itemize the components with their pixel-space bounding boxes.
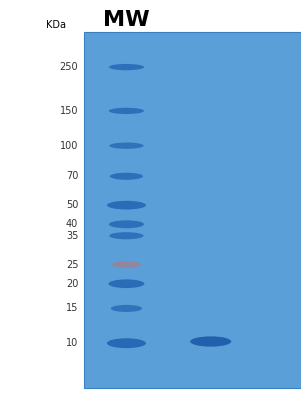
Text: 20: 20 (66, 279, 78, 289)
Ellipse shape (110, 173, 143, 180)
Text: KDa: KDa (46, 20, 66, 30)
Ellipse shape (109, 64, 144, 70)
Ellipse shape (112, 261, 141, 268)
Ellipse shape (109, 232, 144, 239)
FancyBboxPatch shape (84, 32, 301, 388)
Ellipse shape (109, 108, 144, 114)
Text: 150: 150 (60, 106, 78, 116)
Text: 15: 15 (66, 303, 78, 313)
Ellipse shape (109, 220, 144, 228)
Ellipse shape (190, 336, 231, 346)
Ellipse shape (107, 338, 146, 348)
Text: 70: 70 (66, 171, 78, 181)
Text: 250: 250 (60, 62, 78, 72)
Text: 35: 35 (66, 231, 78, 241)
Ellipse shape (111, 305, 142, 312)
Text: 50: 50 (66, 200, 78, 210)
Text: 10: 10 (66, 338, 78, 348)
Ellipse shape (109, 143, 144, 149)
Text: 25: 25 (66, 260, 78, 270)
Ellipse shape (108, 280, 144, 288)
Text: 100: 100 (60, 141, 78, 151)
Text: 40: 40 (66, 219, 78, 229)
Text: MW: MW (103, 10, 150, 30)
Ellipse shape (107, 201, 146, 209)
